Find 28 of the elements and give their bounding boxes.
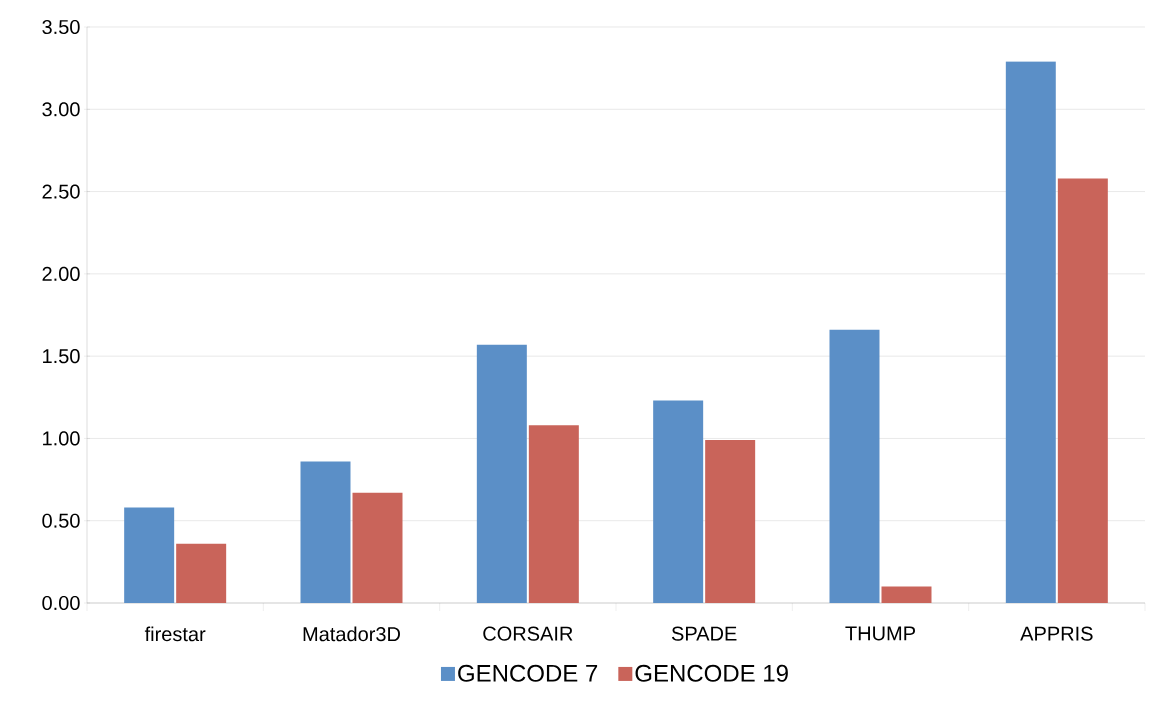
y-tick-label: 1.00: [43, 431, 80, 446]
bar: [352, 492, 403, 603]
bar: [653, 400, 704, 603]
x-tick-label: THUMP: [845, 626, 915, 641]
x-tick-label: Matador3D: [303, 626, 400, 642]
y-tick-label: 0.50: [42, 513, 80, 528]
x-tick-label: SPADE: [671, 626, 737, 641]
y-tick-label: 2.00: [42, 266, 80, 281]
y-tick-label: 0.00: [42, 595, 80, 611]
bar: [881, 586, 932, 603]
legend-label: GENCODE 19: [635, 664, 788, 682]
bar: [1005, 61, 1056, 603]
bar: [476, 344, 527, 603]
bar: [1057, 178, 1108, 603]
legend-label: GENCODE 7: [458, 664, 598, 682]
x-tick-label: APPRIS: [1020, 626, 1093, 641]
bar: [705, 440, 756, 603]
x-tick-label: firestar: [144, 626, 206, 642]
y-tick-label: 3.00: [42, 102, 80, 117]
bar: [124, 507, 175, 603]
y-tick-label: 2.50: [42, 184, 80, 199]
bar: [300, 461, 351, 603]
y-tick-label: 1.50: [43, 349, 80, 364]
y-tick-label: 3.50: [42, 19, 80, 35]
bar: [528, 425, 579, 603]
bar: [176, 543, 227, 603]
x-tick-label: CORSAIR: [483, 626, 573, 641]
bar: [829, 329, 880, 603]
